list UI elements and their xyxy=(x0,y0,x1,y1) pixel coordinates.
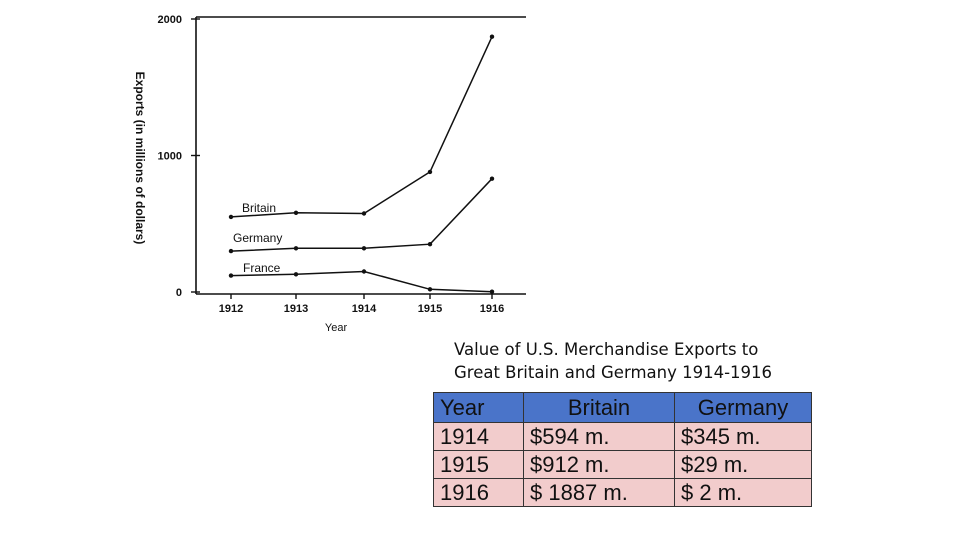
data-point-germany-1914 xyxy=(361,246,367,251)
table-caption: Value of U.S. Merchandise Exports to Gre… xyxy=(454,338,834,384)
chart-marks xyxy=(228,34,495,294)
data-point-germany-1915 xyxy=(427,242,433,247)
series-label-germany: Germany xyxy=(233,231,282,245)
data-point-france-1913 xyxy=(293,272,299,277)
series-label-france: France xyxy=(243,261,281,275)
cell-britain: $594 m. xyxy=(523,422,675,451)
cell-germany: $345 m. xyxy=(674,422,812,451)
series-line-britain xyxy=(230,36,493,218)
cell-germany: $29 m. xyxy=(674,450,812,479)
data-point-britain-1912 xyxy=(228,214,234,220)
cell-germany: $ 2 m. xyxy=(674,478,812,507)
table-header-row: Year Britain Germany xyxy=(433,392,812,423)
caption-line-1: Value of U.S. Merchandise Exports to xyxy=(454,340,759,359)
header-germany: Germany xyxy=(674,392,812,423)
table-row: 1914 $594 m. $345 m. xyxy=(433,422,812,451)
cell-year: 1916 xyxy=(433,478,524,507)
cell-britain: $ 1887 m. xyxy=(523,478,675,507)
table-row: 1916 $ 1887 m. $ 2 m. xyxy=(433,478,812,507)
header-year: Year xyxy=(433,392,524,423)
data-point-britain-1915 xyxy=(427,169,433,175)
data-point-germany-1913 xyxy=(293,246,299,251)
chart-labels: 0 1000 2000 1912 1913 1914 1915 1916 Year Exports… xyxy=(133,14,504,334)
data-point-france-1915 xyxy=(427,287,433,292)
data-point-britain-1914 xyxy=(361,211,367,216)
exports-table: Year Britain Germany 1914 $594 m. $345 m… xyxy=(433,392,812,507)
x-tick-label-1913: 1913 xyxy=(284,303,308,315)
data-point-france-1916 xyxy=(489,289,495,294)
caption-line-2: Great Britain and Germany 1914-1916 xyxy=(454,363,773,382)
data-point-france-1914 xyxy=(361,269,367,274)
y-axis-label: Exports (in millions of dollars) xyxy=(133,72,147,245)
cell-year: 1914 xyxy=(433,422,524,451)
y-tick-label-1000: 1000 xyxy=(158,151,182,163)
data-point-britain-1916 xyxy=(489,34,495,39)
y-tick-label-2000: 2000 xyxy=(158,14,182,26)
x-tick-label-1912: 1912 xyxy=(219,303,243,315)
cell-year: 1915 xyxy=(433,450,524,479)
data-point-germany-1912 xyxy=(228,248,234,254)
x-axis-label: Year xyxy=(325,322,348,334)
table-row: 1915 $912 m. $29 m. xyxy=(433,450,812,479)
x-tick-label-1916: 1916 xyxy=(480,303,504,315)
cell-britain: $912 m. xyxy=(523,450,675,479)
data-point-france-1912 xyxy=(228,273,234,278)
series-label-britain: Britain xyxy=(242,201,276,215)
y-tick-label-0: 0 xyxy=(176,287,182,299)
data-point-germany-1916 xyxy=(489,176,495,181)
chart-axes xyxy=(191,16,526,299)
header-britain: Britain xyxy=(523,392,675,423)
x-tick-label-1914: 1914 xyxy=(352,303,377,315)
x-tick-label-1915: 1915 xyxy=(418,303,442,315)
data-point-britain-1913 xyxy=(293,210,299,215)
